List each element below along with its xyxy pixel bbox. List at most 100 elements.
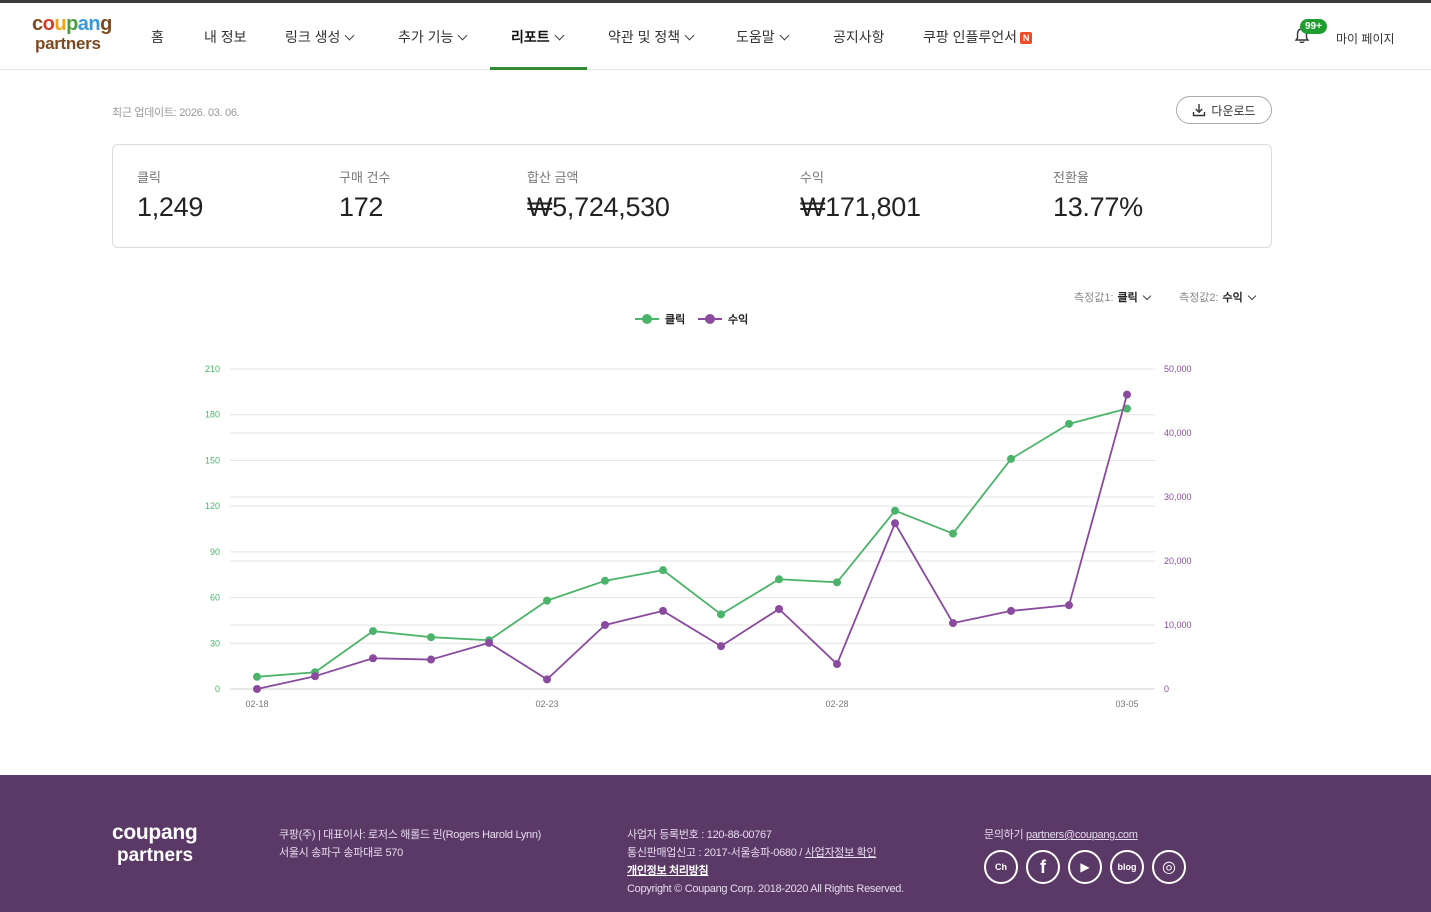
- data-point-clicks: [601, 576, 609, 585]
- data-point-revenue: [543, 675, 551, 684]
- metric2-select[interactable]: 측정값2: 수익: [1179, 289, 1257, 305]
- chevron-down-icon: [1247, 291, 1257, 301]
- chevron-down-icon: [344, 30, 355, 41]
- stat-label: 합산 금액: [527, 170, 579, 185]
- y-right-tick-label: 10,000: [1164, 620, 1192, 630]
- top-header: coupang partners 홈 내 정보 링크 생성 추가 기능 리포트 …: [0, 0, 1431, 70]
- data-point-clicks: [833, 578, 841, 587]
- y-right-tick-label: 0: [1164, 684, 1169, 694]
- stat-value: 172: [339, 192, 384, 222]
- stat-revenue: 수익 ₩171,801: [800, 167, 921, 223]
- stat-label: 클릭: [137, 170, 161, 185]
- logo-subtitle: partners: [35, 34, 101, 53]
- active-nav-indicator: [490, 67, 587, 70]
- y-left-tick-label: 180: [205, 410, 220, 420]
- privacy-policy-link[interactable]: 개인정보 처리방침: [627, 865, 709, 877]
- logo-letter: a: [77, 13, 89, 35]
- logo-letter: p: [66, 13, 78, 35]
- biz-info-link[interactable]: 사업자정보 확인: [804, 847, 877, 859]
- legend-marker-clicks: [642, 314, 652, 324]
- site-footer: coupang partners 쿠팡(주) | 대표이사: 로저스 해롤드 린…: [0, 775, 1431, 912]
- nav-link-create[interactable]: 링크 생성: [285, 27, 355, 47]
- nav-notices[interactable]: 공지사항: [833, 27, 885, 47]
- social-glyph: f: [1040, 856, 1046, 877]
- data-point-revenue: [833, 660, 841, 669]
- data-point-revenue: [659, 606, 667, 615]
- nav-home[interactable]: 홈: [151, 27, 164, 47]
- x-tick-label: 02-23: [535, 699, 558, 709]
- youtube-icon[interactable]: ▶: [1068, 850, 1102, 884]
- chevron-down-icon: [554, 30, 565, 41]
- data-point-revenue: [485, 638, 493, 647]
- footer-logo-subtitle: partners: [117, 845, 194, 866]
- data-point-clicks: [949, 529, 957, 538]
- data-point-revenue: [427, 655, 435, 664]
- y-left-tick-label: 90: [210, 547, 220, 557]
- metric2-label: 측정값2:: [1179, 292, 1219, 304]
- metric1-select[interactable]: 측정값1: 클릭: [1074, 289, 1152, 305]
- data-point-revenue: [1065, 601, 1073, 610]
- download-label: 다운로드: [1211, 103, 1256, 118]
- y-right-tick-label: 40,000: [1164, 428, 1192, 438]
- nav-label: 약관 및 정책: [608, 29, 681, 45]
- x-tick-label: 02-18: [245, 699, 268, 709]
- nav-label: 추가 기능: [398, 29, 454, 45]
- logo-letter: c: [32, 13, 43, 35]
- footer-company-info: 쿠팡(주) | 대표이사: 로저스 해롤드 린(Rogers Harold Ly…: [279, 826, 541, 862]
- nav-label: 리포트: [511, 29, 550, 45]
- footer-biz-no: 사업자 등록번호 : 120-88-00767: [627, 829, 772, 841]
- metric1-label: 측정값1:: [1074, 292, 1114, 304]
- stat-label: 수익: [800, 170, 824, 185]
- summary-stats-card: 클릭 1,249 구매 건수 172 합산 금액 ₩5,724,530 수익 ₩…: [112, 144, 1272, 248]
- nav-label: 도움말: [736, 29, 775, 45]
- data-point-clicks: [891, 506, 899, 515]
- footer-address: 서울시 송파구 송파대로 570: [279, 847, 403, 859]
- social-glyph: Ch: [995, 862, 1007, 872]
- logo-letter: o: [42, 13, 55, 35]
- footer-logo-wordmark: coupang: [112, 821, 198, 844]
- x-tick-label: 02-28: [825, 699, 848, 709]
- stat-label: 구매 건수: [339, 170, 391, 185]
- blog-icon[interactable]: blog: [1110, 850, 1144, 884]
- data-point-revenue: [253, 685, 261, 693]
- stat-value: 1,249: [137, 192, 204, 222]
- contact-email-link[interactable]: partners@coupang.com: [1026, 829, 1138, 841]
- kakao-channel-icon[interactable]: Ch: [984, 850, 1018, 884]
- legend-label-revenue: 수익: [728, 313, 748, 326]
- nav-my-info[interactable]: 내 정보: [204, 27, 247, 47]
- y-left-tick-label: 30: [210, 638, 220, 648]
- data-point-revenue: [311, 672, 319, 681]
- social-glyph: ▶: [1080, 860, 1090, 874]
- stat-value: 13.77%: [1053, 192, 1143, 222]
- nav-extra-features[interactable]: 추가 기능: [398, 27, 468, 47]
- nav-label: 공지사항: [833, 29, 885, 45]
- coupang-partners-logo[interactable]: coupang partners: [32, 13, 112, 53]
- y-left-tick-label: 120: [205, 501, 220, 511]
- stat-clicks: 클릭 1,249: [137, 167, 203, 223]
- social-glyph: blog: [1117, 862, 1137, 872]
- y-left-tick-label: 210: [205, 364, 220, 374]
- data-point-revenue: [1007, 606, 1015, 615]
- y-left-tick-label: 150: [205, 455, 220, 465]
- data-point-revenue: [775, 605, 783, 613]
- nav-terms[interactable]: 약관 및 정책: [608, 27, 695, 47]
- stat-value: ₩5,724,530: [527, 192, 670, 222]
- footer-company: 쿠팡(주) | 대표이사: 로저스 해롤드 린(Rogers Harold Ly…: [279, 829, 542, 841]
- series-line-clicks: [256, 407, 1128, 678]
- stat-value: ₩171,801: [800, 192, 921, 222]
- nav-influencer[interactable]: 쿠팡 인플루언서 N: [923, 27, 1033, 47]
- footer-copyright: Copyright © Coupang Corp. 2018-2020 All …: [627, 883, 904, 895]
- footer-ecommerce-no: 통신판매업신고 : 2017-서울송파-0680 /: [627, 847, 805, 859]
- instagram-icon[interactable]: ◎: [1152, 850, 1186, 884]
- y-left-tick-label: 0: [215, 684, 220, 694]
- nav-help[interactable]: 도움말: [736, 27, 790, 47]
- download-button[interactable]: 다운로드: [1176, 96, 1272, 124]
- nav-label: 쿠팡 인플루언서: [923, 29, 1018, 45]
- y-left-tick-label: 60: [210, 593, 220, 603]
- facebook-icon[interactable]: f: [1026, 850, 1060, 884]
- data-point-clicks: [775, 575, 783, 584]
- nav-report[interactable]: 리포트: [511, 27, 565, 47]
- my-page-link[interactable]: 마이 페이지: [1336, 32, 1395, 46]
- data-point-clicks: [543, 596, 551, 605]
- data-point-revenue: [601, 621, 609, 629]
